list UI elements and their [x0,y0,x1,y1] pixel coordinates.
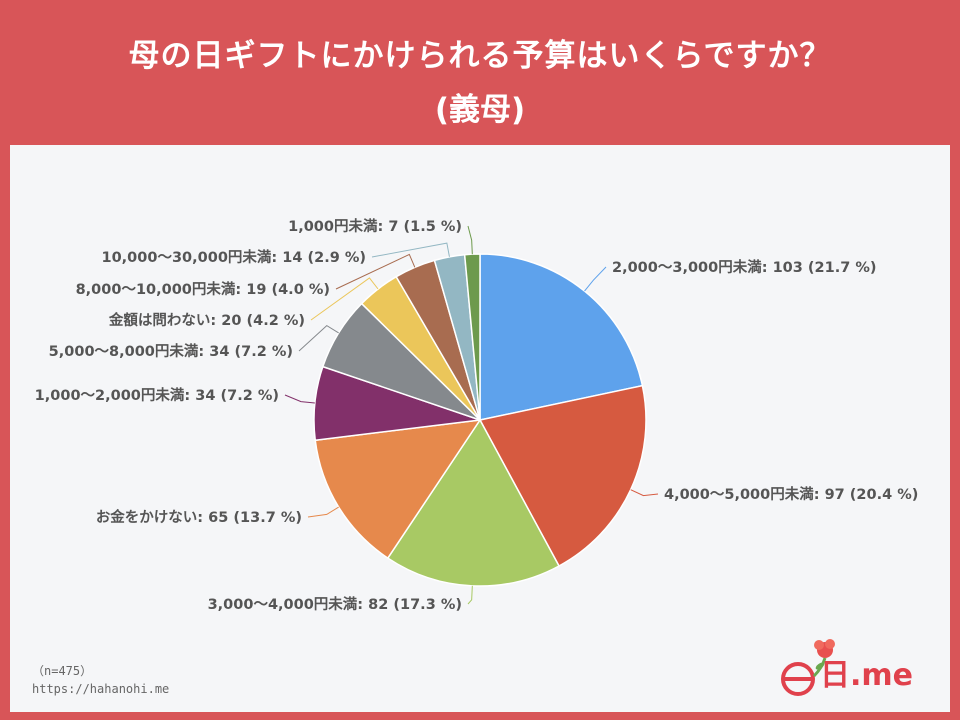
chart-title: 母の日ギフトにかけられる予算はいくらですか？ [128,38,832,74]
slice-label-9: 1,000円未満: 7 (1.5 %) [288,217,462,235]
header: 母の日ギフトにかけられる予算はいくらですか？ (義母) [0,0,960,145]
site-logo[interactable]: 日.me [770,638,940,700]
leader-line-3 [307,506,339,518]
pie-slice-1[interactable] [478,384,647,568]
slice-label-2: 3,000〜4,000円未満: 82 (17.3 %) [208,595,462,613]
leader-line-4 [284,394,315,404]
leader-line-6 [310,277,379,321]
pie-slice-0[interactable] [479,253,644,421]
leader-line-0 [584,266,607,292]
carnation-icon [781,639,835,696]
source-url: https://hahanohi.me [32,682,170,696]
leader-line-5 [298,324,339,352]
chart-subtitle: (義母) [434,92,526,128]
slice-label-4: 1,000〜2,000円未満: 34 (7.2 %) [35,386,279,404]
slice-label-0: 2,000〜3,000円未満: 103 (21.7 %) [612,258,877,276]
slice-label-5: 5,000〜8,000円未満: 34 (7.2 %) [49,342,293,360]
leader-line-8 [371,242,450,258]
pie-slice-2[interactable] [386,418,561,587]
slice-label-1: 4,000〜5,000円未満: 97 (20.4 %) [664,485,918,503]
logo-text: 日.me [820,658,914,693]
leader-line-7 [335,253,416,290]
slice-label-3: お金をかけない: 65 (13.7 %) [96,508,302,526]
slice-label-7: 8,000〜10,000円未満: 19 (4.0 %) [76,280,330,298]
sample-size-note: （n=475） [32,664,93,678]
leader-line-2 [467,585,473,605]
leader-line-1 [630,489,659,497]
leader-line-9 [467,225,473,255]
slice-label-8: 10,000〜30,000円未満: 14 (2.9 %) [102,248,367,266]
slice-label-6: 金額は問わない: 20 (4.2 %) [108,311,305,329]
